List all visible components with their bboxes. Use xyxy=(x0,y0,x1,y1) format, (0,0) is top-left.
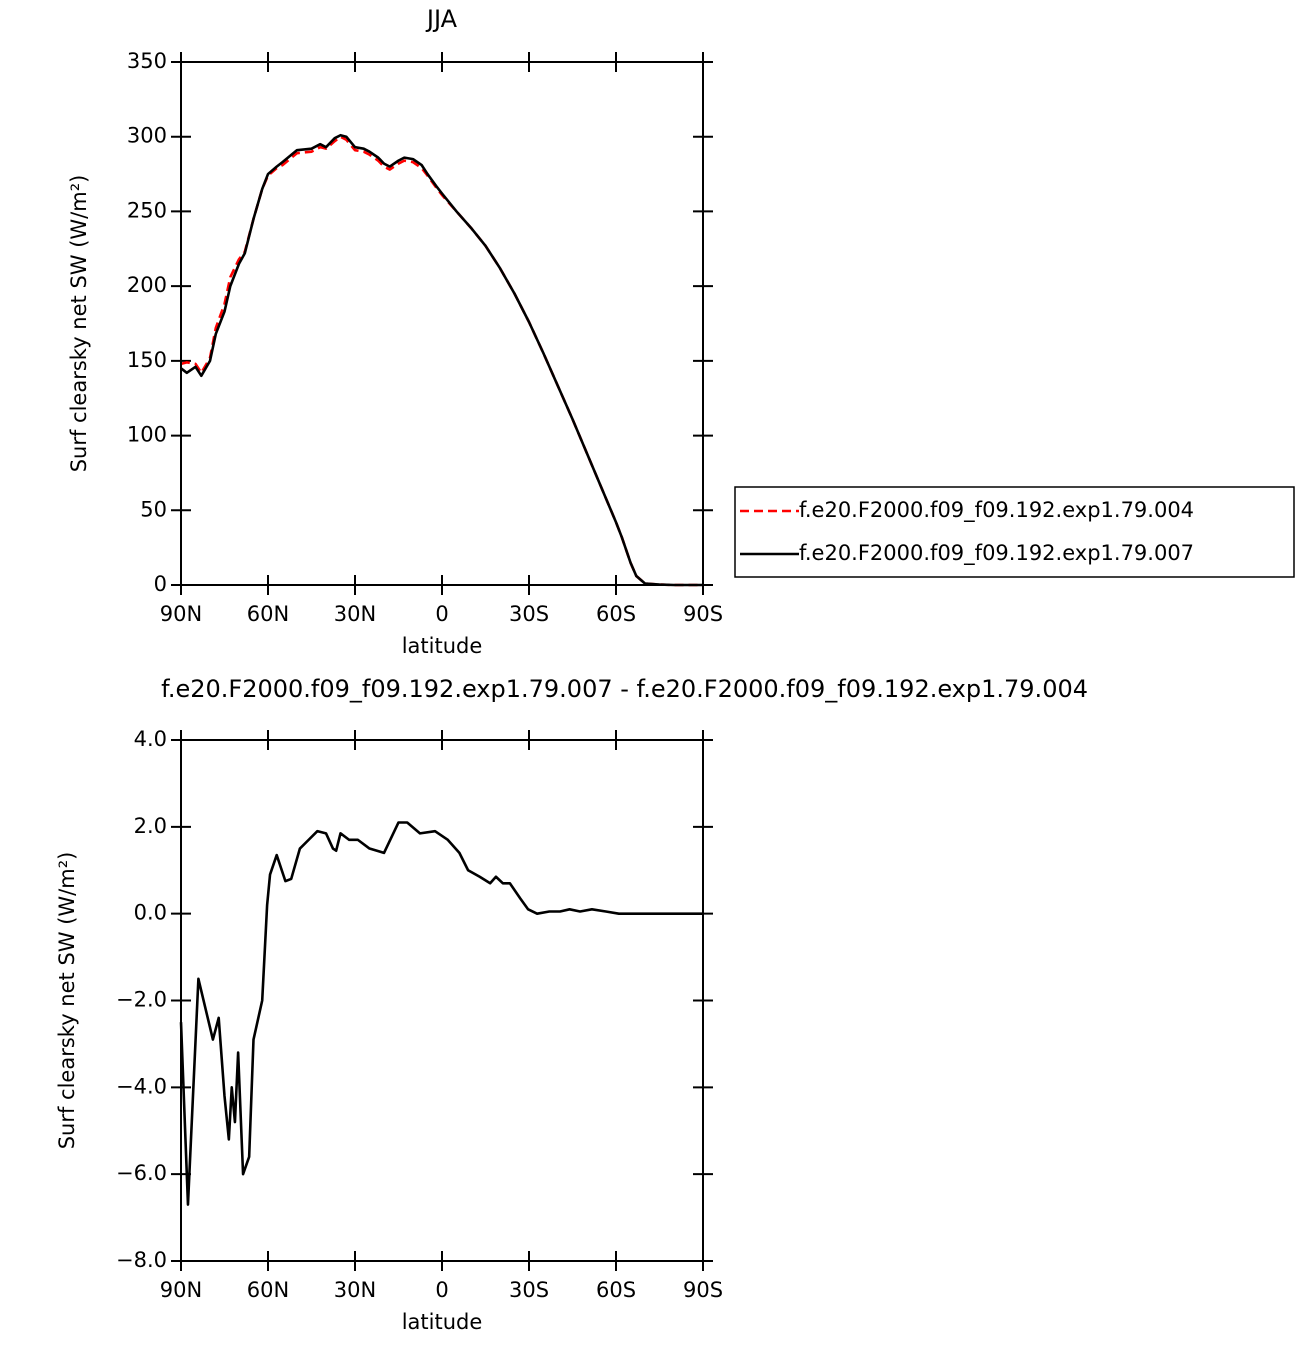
x-tick-label: 0 xyxy=(435,602,448,626)
x-tick-label: 90S xyxy=(683,1278,723,1302)
x-tick-label: 30S xyxy=(509,1278,549,1302)
legend-label: f.e20.F2000.f09_f09.192.exp1.79.007 xyxy=(799,541,1194,566)
chart-title: JJA xyxy=(425,5,458,33)
y-tick-label: −8.0 xyxy=(116,1248,167,1272)
y-tick-label: 0.0 xyxy=(134,901,167,925)
y-tick-label: 50 xyxy=(140,497,167,521)
series-line xyxy=(180,135,703,587)
x-tick-label: 60S xyxy=(596,1278,636,1302)
plot-frame xyxy=(180,739,704,1262)
y-axis-label: Surf clearsky net SW (W/m²) xyxy=(55,852,79,1150)
x-tick-label: 60N xyxy=(247,602,289,626)
x-tick-label: 60S xyxy=(596,602,636,626)
y-tick-label: −4.0 xyxy=(116,1074,167,1098)
x-tick-label: 90S xyxy=(683,602,723,626)
y-tick-label: 350 xyxy=(127,49,167,73)
x-axis-label: latitude xyxy=(402,1310,483,1334)
y-tick-label: 100 xyxy=(127,423,167,447)
series-line xyxy=(179,821,703,1206)
y-tick-label: 200 xyxy=(127,273,167,297)
x-axis-label: latitude xyxy=(402,634,483,658)
y-tick-label: 4.0 xyxy=(134,727,167,751)
y-tick-label: 0 xyxy=(154,572,167,596)
y-tick-label: 250 xyxy=(127,198,167,222)
x-tick-label: 30N xyxy=(334,1278,376,1302)
y-tick-label: 150 xyxy=(127,348,167,372)
y-tick-label: 300 xyxy=(127,124,167,148)
y-axis-label: Surf clearsky net SW (W/m²) xyxy=(67,175,91,473)
y-tick-label: −2.0 xyxy=(116,988,167,1012)
series-line xyxy=(180,133,703,587)
y-tick-label: 2.0 xyxy=(134,814,167,838)
legend-label: f.e20.F2000.f09_f09.192.exp1.79.004 xyxy=(799,498,1194,523)
x-tick-label: 90N xyxy=(160,1278,202,1302)
x-tick-label: 30N xyxy=(334,602,376,626)
x-tick-label: 60N xyxy=(247,1278,289,1302)
plot-frame xyxy=(180,61,704,586)
y-tick-label: −6.0 xyxy=(116,1161,167,1185)
chart-title: f.e20.F2000.f09_f09.192.exp1.79.007 - f.… xyxy=(161,675,1088,703)
x-tick-label: 30S xyxy=(509,602,549,626)
legend-box xyxy=(734,486,1295,578)
x-tick-label: 90N xyxy=(160,602,202,626)
x-tick-label: 0 xyxy=(435,1278,448,1302)
